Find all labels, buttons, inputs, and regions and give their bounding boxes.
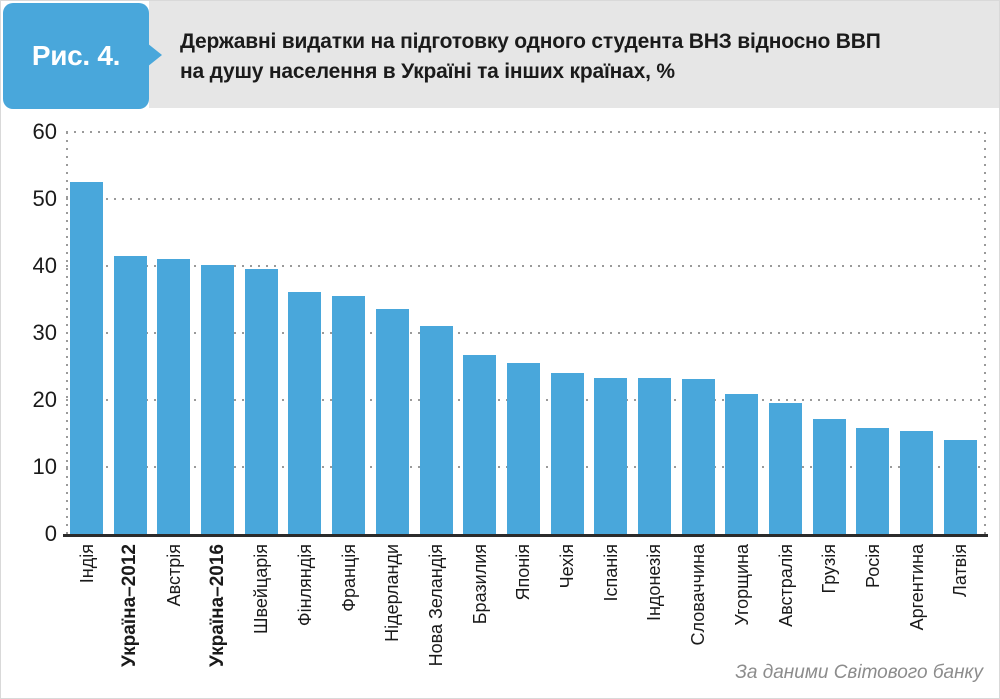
- x-slot: Австралія: [769, 544, 802, 627]
- gridline-40: [66, 265, 986, 267]
- x-tick-label: Нова Зеландія: [426, 544, 446, 667]
- bar-Австралія: [769, 403, 802, 534]
- x-tick-label: Індія: [76, 544, 97, 584]
- x-slot: Іспанія: [594, 544, 627, 601]
- y-tick-label: 20: [32, 387, 57, 412]
- y-tick-label: 50: [32, 186, 57, 211]
- x-slot: Росія: [856, 544, 889, 588]
- x-slot: Грузія: [813, 544, 846, 594]
- x-tick-label: Україна–2012: [119, 544, 141, 667]
- chart-plot-area: [63, 131, 988, 537]
- x-tick-label: Фінляндія: [294, 544, 315, 627]
- x-tick-label: Нідерланди: [382, 544, 403, 642]
- x-slot: Фінляндія: [288, 544, 321, 626]
- chart-title: Державні видатки на підготовку одного ст…: [180, 27, 881, 87]
- x-slot: Франція: [332, 544, 365, 612]
- x-slot: Бразилия: [463, 544, 496, 624]
- y-tick-label: 40: [32, 253, 57, 278]
- gridline-50: [66, 198, 986, 200]
- bar-Іспанія: [594, 377, 628, 534]
- x-slot: Австрія: [157, 544, 190, 606]
- bar-Швейцарія: [244, 269, 278, 534]
- x-axis-labels: Індія Україна–2012 Австрія Україна–2016 Швей…: [70, 544, 977, 667]
- x-tick-label: Японія: [513, 544, 534, 601]
- x-slot: Нідерланди: [376, 544, 409, 642]
- bar-Нова Зеландія: [419, 325, 453, 534]
- bar-Індонезія: [637, 377, 671, 534]
- bar-Чехія: [550, 373, 584, 534]
- x-tick-label: Швейцарія: [251, 544, 272, 634]
- bar-Нідерланди: [375, 308, 409, 534]
- x-slot: Нова Зеландія: [420, 544, 453, 666]
- x-tick-label: Іспанія: [600, 544, 621, 602]
- y-tick-label: 10: [32, 454, 57, 479]
- bar-Латвія: [943, 439, 977, 534]
- x-axis-baseline: [63, 534, 988, 537]
- x-tick-label: Росія: [862, 544, 883, 588]
- bar-Угорщина: [725, 394, 759, 534]
- x-tick-label: Австралія: [775, 544, 796, 627]
- gridline-30: [66, 332, 986, 334]
- x-tick-label: Угорщина: [731, 544, 752, 626]
- x-slot: Угорщина: [725, 544, 758, 626]
- bar-series: [70, 132, 986, 534]
- bar-Грузія: [812, 419, 846, 534]
- y-tick-label: 30: [32, 320, 57, 345]
- y-tick-label: 60: [32, 119, 57, 144]
- x-tick-label: Австрія: [163, 544, 184, 607]
- chart-title-line1: Державні видатки на підготовку одного ст…: [180, 30, 881, 53]
- bar-Словаччина: [681, 378, 715, 534]
- figure-number-label: Рис. 4.: [31, 40, 121, 71]
- bar-Росія: [856, 428, 890, 534]
- bar-Австрія: [157, 259, 191, 534]
- bar-Індія: [70, 182, 103, 534]
- x-tick-label: Грузія: [819, 544, 840, 594]
- x-slot: Словаччина: [682, 544, 715, 645]
- x-tick-label: Латвія: [950, 544, 971, 597]
- x-tick-label: Аргентина: [906, 544, 927, 631]
- bar-Аргентина: [900, 430, 934, 534]
- bar-Україна–2012: [113, 255, 147, 534]
- x-tick-label: Словаччина: [688, 544, 709, 646]
- x-slot: Японія: [507, 544, 540, 600]
- x-slot: Швейцарія: [245, 544, 278, 634]
- y-tick-label: 0: [44, 521, 57, 546]
- gridline-60: [66, 131, 986, 133]
- bar-Бразилия: [463, 355, 497, 534]
- chart-title-line2: на душу населення в Україні та інших кра…: [180, 60, 675, 83]
- figure-number-badge: Рис. 4.: [3, 3, 149, 109]
- left-axis-dotted-line: [66, 132, 68, 534]
- x-slot: Україна–2016: [201, 544, 234, 667]
- right-border-dotted-line: [984, 132, 986, 534]
- title-band: Державні видатки на підготовку одного ст…: [149, 1, 999, 108]
- x-tick-label: Франція: [338, 544, 359, 612]
- badge-arrow-pointer: [147, 43, 162, 67]
- x-tick-label: Бразилия: [469, 544, 490, 625]
- x-slot: Чехія: [551, 544, 584, 588]
- x-tick-label: Україна–2016: [206, 544, 228, 667]
- x-tick-label: Індонезія: [644, 544, 665, 622]
- x-tick-label: Чехія: [557, 544, 578, 589]
- bar-Україна–2016: [201, 264, 235, 534]
- x-slot: Аргентина: [900, 544, 933, 630]
- x-slot: Індія: [70, 544, 103, 583]
- source-note: За даними Світового банку: [735, 662, 983, 683]
- bar-Японія: [506, 362, 540, 534]
- bar-Фінляндія: [288, 292, 322, 534]
- x-slot: Латвія: [944, 544, 977, 597]
- bar-Франція: [332, 296, 366, 534]
- x-slot: Україна–2012: [114, 544, 147, 667]
- x-slot: Індонезія: [638, 544, 671, 621]
